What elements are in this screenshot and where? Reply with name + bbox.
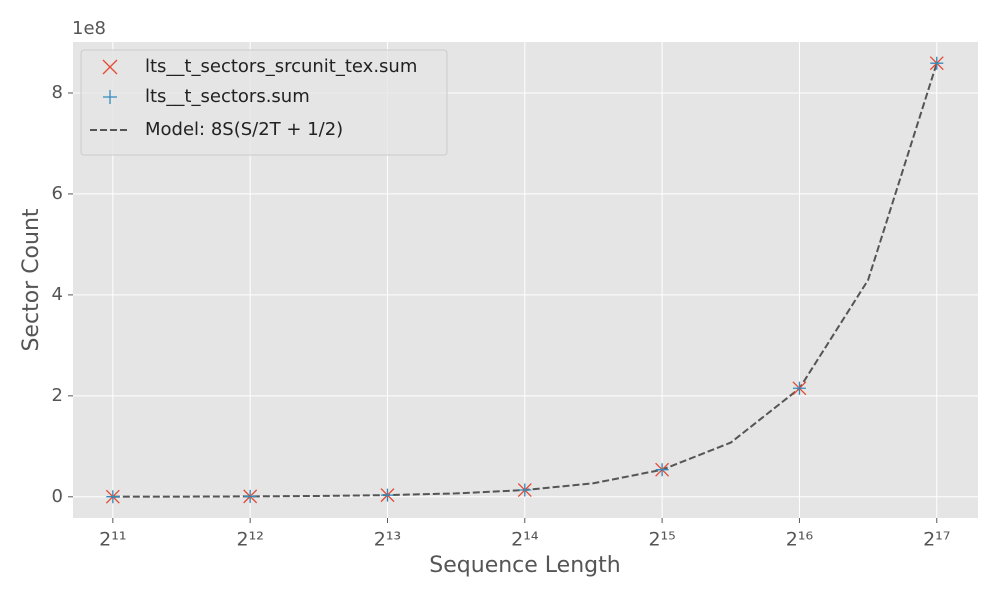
legend-label: lts__t_sectors.sum [145,86,310,107]
marker-x [102,59,118,75]
x-tick-label: 2¹⁶ [786,529,813,551]
x-tick-label: 2¹³ [374,529,401,551]
y-tick-label: 2 [52,385,63,406]
legend-label: Model: 8S(S/2T + 1/2) [145,119,343,140]
legend-label: lts__t_sectors_srcunit_tex.sum [145,56,417,77]
y-tick-label: 4 [52,284,63,305]
marker-plus [930,56,944,70]
marks [105,56,944,504]
y-tick-label: 6 [52,183,63,204]
marker-plus [106,490,120,504]
marker-plus [655,463,669,477]
marker-plus [518,483,532,497]
y-offset-label: 1e8 [72,18,106,39]
y-tick-label: 8 [52,82,63,103]
marker-plus [243,489,257,503]
marker-plus [792,381,806,395]
marker-plus [380,488,394,502]
x-tick-label: 2¹⁴ [511,529,539,551]
marker-plus [103,90,117,104]
y-axis-label: Sector Count [19,208,44,351]
legend: lts__t_sectors_srcunit_tex.sum lts__t_sec… [80,49,448,156]
legend-box [80,49,448,156]
x-tick-label: 2¹² [236,529,263,551]
x-axis-label: Sequence Length [429,553,620,578]
x-tick-label: 2¹⁷ [923,529,950,551]
y-tick-label: 0 [52,486,63,507]
x-tick-label: 2¹⁵ [648,529,675,551]
x-tick-label: 2¹¹ [99,529,126,551]
